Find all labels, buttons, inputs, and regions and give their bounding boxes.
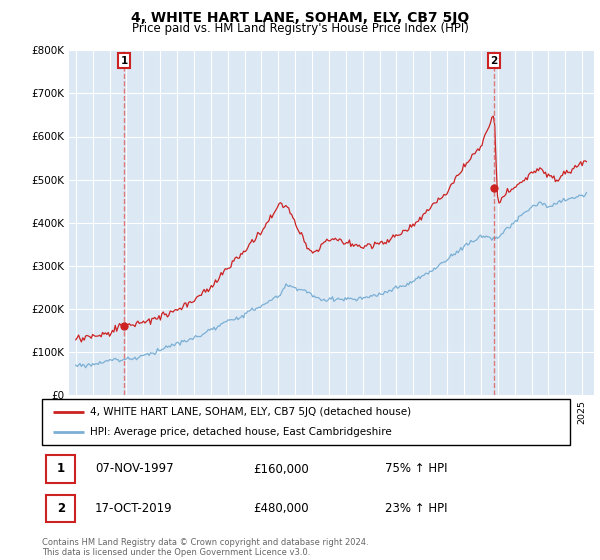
Text: 1: 1 [121,56,128,66]
Text: 07-NOV-1997: 07-NOV-1997 [95,463,173,475]
Text: Price paid vs. HM Land Registry's House Price Index (HPI): Price paid vs. HM Land Registry's House … [131,22,469,35]
FancyBboxPatch shape [46,494,75,522]
Text: 2: 2 [491,56,498,66]
FancyBboxPatch shape [46,455,75,483]
Text: 4, WHITE HART LANE, SOHAM, ELY, CB7 5JQ: 4, WHITE HART LANE, SOHAM, ELY, CB7 5JQ [131,11,469,25]
Text: £160,000: £160,000 [253,463,309,475]
Text: 17-OCT-2019: 17-OCT-2019 [95,502,172,515]
Text: 75% ↑ HPI: 75% ↑ HPI [385,463,448,475]
Text: 2: 2 [56,502,65,515]
Text: HPI: Average price, detached house, East Cambridgeshire: HPI: Average price, detached house, East… [89,427,391,437]
Text: Contains HM Land Registry data © Crown copyright and database right 2024.
This d: Contains HM Land Registry data © Crown c… [42,538,368,557]
Text: 1: 1 [56,463,65,475]
Text: £480,000: £480,000 [253,502,309,515]
Text: 4, WHITE HART LANE, SOHAM, ELY, CB7 5JQ (detached house): 4, WHITE HART LANE, SOHAM, ELY, CB7 5JQ … [89,407,410,417]
Text: 23% ↑ HPI: 23% ↑ HPI [385,502,448,515]
